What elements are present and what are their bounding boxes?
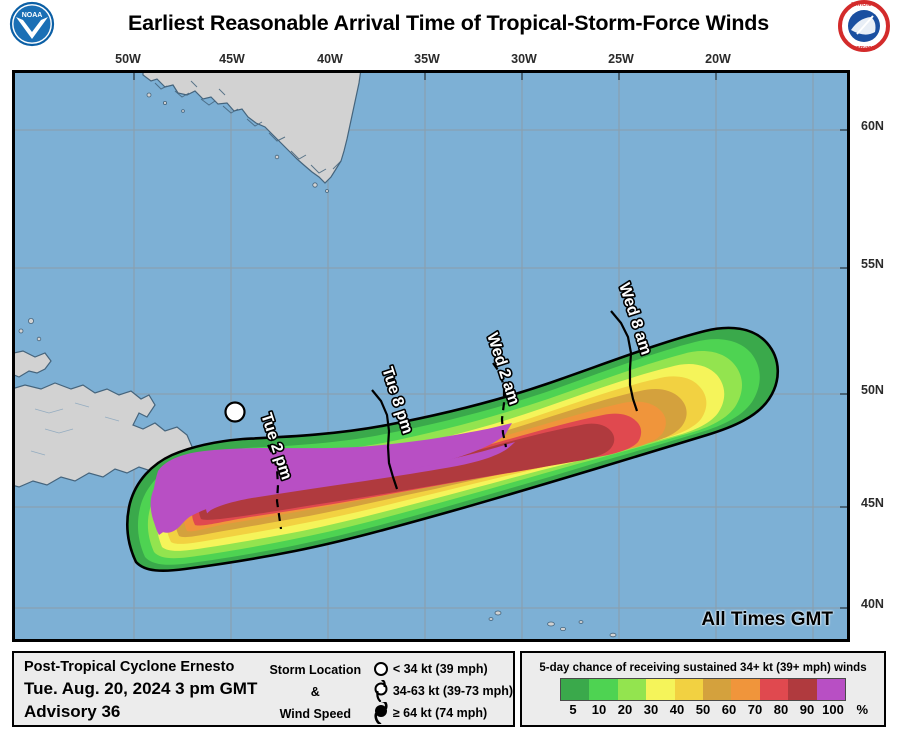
colorbar-tick-100: 100 xyxy=(822,702,844,717)
colorbar-cell-30 xyxy=(646,679,675,700)
lon-tick-40W: 40W xyxy=(317,52,343,66)
wind-key-labels: Storm Location & Wind Speed xyxy=(265,653,366,725)
colorbar-cell-60 xyxy=(731,679,760,700)
tropical-storm-symbol-icon xyxy=(374,680,388,702)
arrival-time-lines xyxy=(267,310,639,530)
colorbar-tick-70: 70 xyxy=(747,702,763,717)
noaa-logo: NOAA xyxy=(9,1,55,47)
svg-text:SERVICE: SERVICE xyxy=(853,46,876,52)
landmass-newfoundland xyxy=(15,317,194,488)
key-row-ts: 34-63 kt (39-73 mph) xyxy=(370,680,513,702)
key-text-hurricane: ≥ 64 kt (74 mph) xyxy=(392,706,488,720)
colorbar-cell-70 xyxy=(759,679,789,700)
arrival-line-wed-2am xyxy=(492,362,508,448)
key-row-hurricane: ≥ 64 kt (74 mph) xyxy=(370,702,513,724)
svg-text:NOAA: NOAA xyxy=(22,12,43,19)
lon-tick-20W: 20W xyxy=(705,52,731,66)
colorbar-tick-30: 30 xyxy=(643,702,659,717)
lon-tick-30W: 30W xyxy=(511,52,537,66)
storm-name: Post-Tropical Cyclone Ernesto xyxy=(24,659,235,675)
lon-tick-35W: 35W xyxy=(414,52,440,66)
storm-info-panel: Post-Tropical Cyclone Ernesto Tue. Aug. … xyxy=(12,651,515,727)
probability-legend-panel: 5-day chance of receiving sustained 34+ … xyxy=(520,651,886,727)
key-label-storm-location: Storm Location xyxy=(269,663,362,677)
arrival-line-tue-2pm xyxy=(267,444,283,530)
lon-tick-25W: 25W xyxy=(608,52,634,66)
colorbar-tick-80: 80 xyxy=(773,702,789,717)
probability-colorbar xyxy=(560,678,846,701)
colorbar-tick-40: 40 xyxy=(669,702,685,717)
colorbar-tick-5: 5 xyxy=(569,702,577,717)
bottom-legend-row: Post-Tropical Cyclone Ernesto Tue. Aug. … xyxy=(12,651,886,727)
key-row-td: < 34 kt (39 mph) xyxy=(370,658,513,680)
open-circle-icon xyxy=(373,662,388,676)
page-title: Earliest Reasonable Arrival Time of Trop… xyxy=(128,10,769,35)
landmass-greenland xyxy=(142,73,362,193)
colorbar-tick-90: 90 xyxy=(799,702,815,717)
legend-unit: % xyxy=(856,702,868,717)
svg-text:NATIONAL: NATIONAL xyxy=(851,2,876,8)
colorbar-tick-20: 20 xyxy=(617,702,633,717)
key-text-ts: 34-63 kt (39-73 mph) xyxy=(392,684,513,698)
wind-key-symbols: < 34 kt (39 mph) 34-63 kt (39-73 mph) ≥ … xyxy=(366,653,513,725)
key-label-ampersand: & xyxy=(310,685,320,699)
colorbar-tick-10: 10 xyxy=(591,702,607,717)
advisory-datetime: Tue. Aug. 20, 2024 3 pm GMT xyxy=(24,679,258,698)
lat-tick-55N: 55N xyxy=(861,257,884,271)
colorbar-cell-10 xyxy=(589,679,618,700)
lat-tick-45N: 45N xyxy=(861,496,884,510)
lat-tick-50N: 50N xyxy=(861,383,884,397)
colorbar-cell-20 xyxy=(617,679,647,700)
probability-colorbar-ticks: 5 10 20 30 40 50 60 70 80 90 100% xyxy=(560,702,868,717)
colorbar-cell-50 xyxy=(703,679,732,700)
hurricane-symbol-icon xyxy=(374,702,388,724)
storm-identity-block: Post-Tropical Cyclone Ernesto Tue. Aug. … xyxy=(14,653,265,725)
colorbar-cell-5 xyxy=(561,679,590,700)
map-graphic: Tue 2 pm Tue 8 pm Wed 2 am Wed 8 am xyxy=(15,73,847,639)
lon-tick-50W: 50W xyxy=(115,52,141,66)
arrival-line-wed-8am xyxy=(610,310,639,412)
map-canvas[interactable]: Tue 2 pm Tue 8 pm Wed 2 am Wed 8 am All … xyxy=(12,70,850,642)
key-label-wind-speed: Wind Speed xyxy=(279,707,351,721)
lon-tick-45W: 45W xyxy=(219,52,245,66)
lat-tick-60N: 60N xyxy=(861,119,884,133)
arrival-line-tue-8pm xyxy=(371,389,399,490)
storm-location-marker[interactable] xyxy=(224,401,246,423)
lat-tick-40N: 40N xyxy=(861,597,884,611)
colorbar-tick-50: 50 xyxy=(695,702,711,717)
landmass-azores xyxy=(488,610,617,638)
wind-probability-cone xyxy=(126,326,780,573)
nws-logo: NATIONAL SERVICE xyxy=(838,0,890,52)
colorbar-cell-40 xyxy=(674,679,704,700)
legend-title: 5-day chance of receiving sustained 34+ … xyxy=(539,662,867,674)
colorbar-cell-80 xyxy=(788,679,817,700)
page-header: NOAA Earliest Reasonable Arrival Time of… xyxy=(0,0,897,52)
key-text-td: < 34 kt (39 mph) xyxy=(392,662,488,676)
colorbar-tick-60: 60 xyxy=(721,702,737,717)
colorbar-cell-90 xyxy=(816,679,846,700)
advisory-number: Advisory 36 xyxy=(24,702,121,721)
all-times-gmt-note: All Times GMT xyxy=(701,609,833,630)
